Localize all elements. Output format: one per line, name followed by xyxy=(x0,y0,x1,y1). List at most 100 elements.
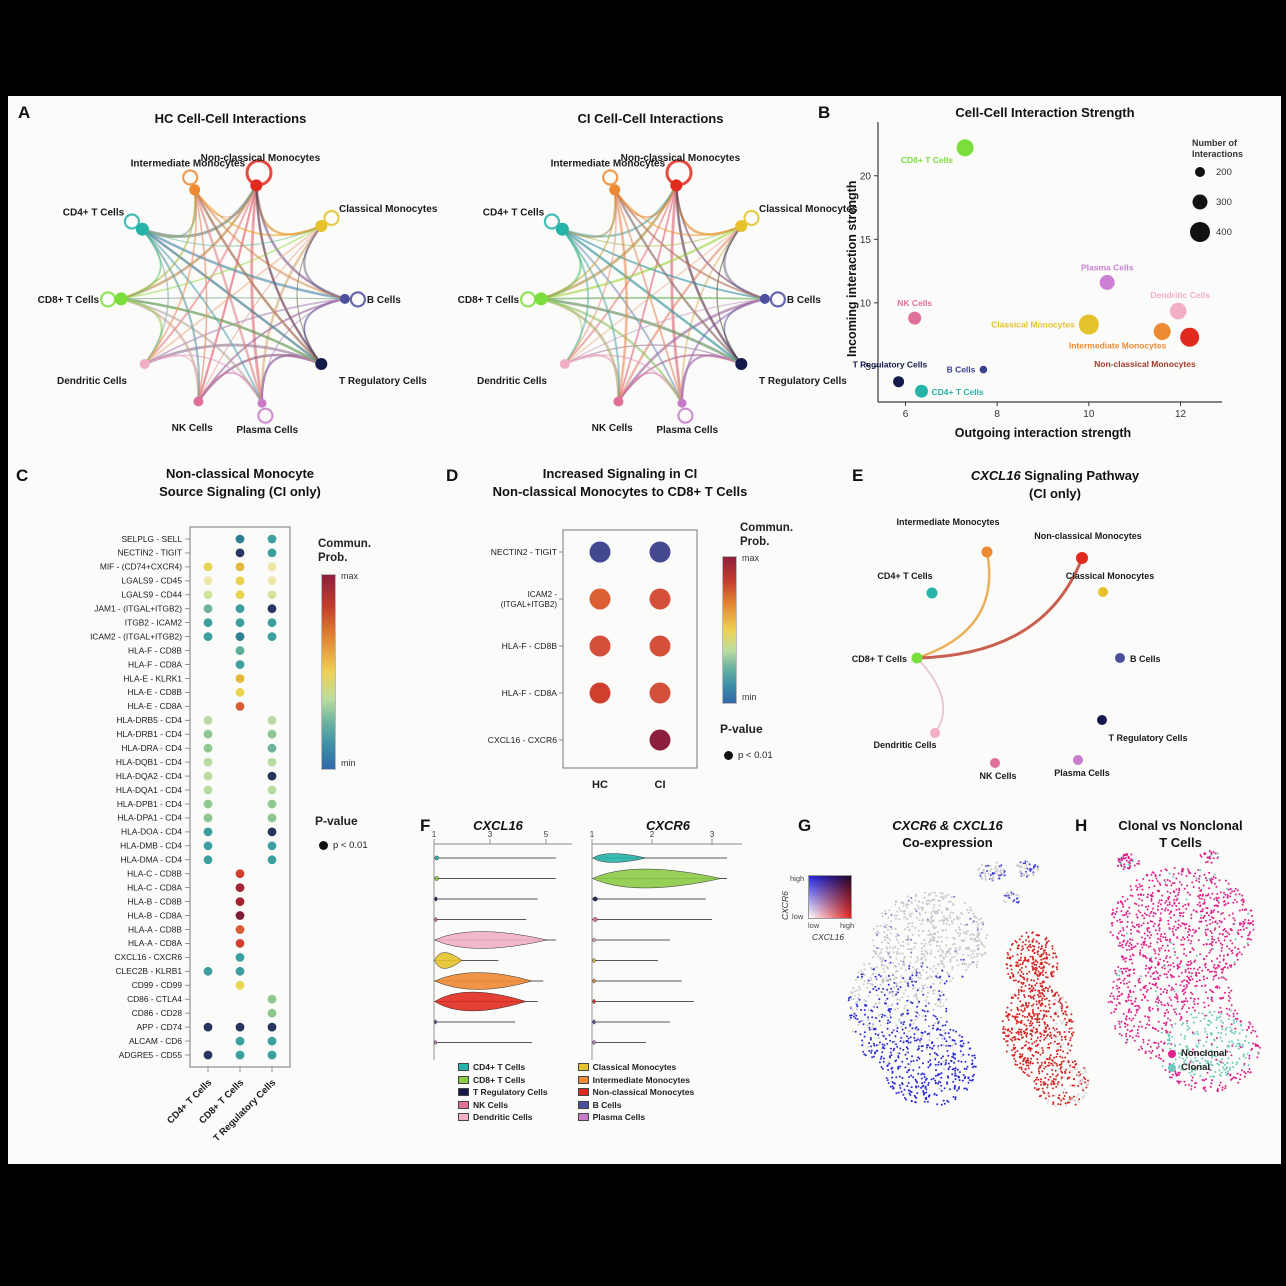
panel-label-a: A xyxy=(18,103,31,122)
chord-node-labels: Non-classical Monocytes Classical Monocyt… xyxy=(458,153,858,436)
svg-label: Plasma Cells xyxy=(1054,768,1110,778)
svg-label: HLA-DRB5 - CD4 xyxy=(116,715,182,725)
c-colorbar-max: max xyxy=(341,571,359,581)
pvalue-dot xyxy=(724,751,733,760)
svg-label: CD4+ T Cells xyxy=(483,208,545,219)
umap-tcell-islands xyxy=(1116,850,1220,871)
panel-label-d: D xyxy=(446,466,459,485)
c-pvalue-key: p < 0.01 xyxy=(319,840,368,851)
svg-label: ADGRE5 - CD55 xyxy=(119,1050,183,1060)
svg-label: Non-classical Monocytes xyxy=(201,153,321,164)
c-colorbar-min: min xyxy=(341,758,356,768)
c-colorbar-title-line1: Commun. xyxy=(318,538,372,550)
legend-column: CD4+ T Cells CD8+ T Cells T Regulatory Cel… xyxy=(458,1062,548,1122)
legend-item: Non-classical Monocytes xyxy=(577,1087,695,1097)
svg-label: 10 xyxy=(860,298,872,309)
svg-label: Non-classical Monocytes xyxy=(621,153,741,164)
svg-label: NK Cells xyxy=(592,423,634,434)
panel-e-subtitle: (CI only) xyxy=(1029,486,1081,501)
legend-swatch xyxy=(577,1075,589,1084)
svg-label: CD8+ T Cells xyxy=(852,654,907,664)
svg-label: Classical Monocytes xyxy=(759,204,858,215)
svg-label: 1 xyxy=(590,830,595,839)
svg-label: LGALS9 - CD45 xyxy=(121,576,182,586)
coexpression-2d-colormap xyxy=(808,875,852,919)
svg-label: HLA-A - CD8B xyxy=(128,924,182,934)
panel-g-title: CXCR6 & CXCL16 xyxy=(892,818,1003,833)
chord-node-labels: Non-classical Monocytes Classical Monocyt… xyxy=(38,153,438,436)
scatter-axes: 6 8 10 12 5 10 15 20 xyxy=(860,122,1222,420)
svg-label: B Cells xyxy=(947,365,976,375)
legend-label: B Cells xyxy=(592,1099,622,1110)
legend-item: Classical Monocytes xyxy=(577,1062,695,1072)
panel-a-ci-title: CI Cell-Cell Interactions xyxy=(577,111,724,126)
svg-label: CD8+ T Cells xyxy=(901,155,953,165)
svg-label: MIF - (CD74+CXCR4) xyxy=(100,562,182,572)
svg-label: HLA-DQB1 - CD4 xyxy=(116,757,182,767)
svg-label: HLA-DPB1 - CD4 xyxy=(117,799,182,809)
panel-d-title-line2: Non-classical Monocytes to CD8+ T Cells xyxy=(492,484,748,499)
svg-label: HLA-B - CD8A xyxy=(128,910,183,920)
scatter-points xyxy=(893,139,1200,398)
panel-b-title: Cell-Cell Interaction Strength xyxy=(955,105,1135,120)
legend-item: NK Cells xyxy=(458,1100,548,1110)
svg-label: ICAM2 - xyxy=(528,590,558,599)
d-colorbar-max: max xyxy=(742,553,760,563)
legend-label: Plasma Cells xyxy=(592,1112,646,1122)
svg-label: Intermediate Monocytes xyxy=(1069,341,1167,351)
cxcl16-violin-title: CXCL16 xyxy=(473,818,523,833)
svg-label: NK Cells xyxy=(979,771,1016,781)
dotplot-column-labels: HC CI xyxy=(592,779,665,791)
legend-label: NK Cells xyxy=(473,1099,508,1110)
panel-b-x-axis-label: Outgoing interaction strength xyxy=(954,426,1132,440)
dotplot-frame xyxy=(562,529,698,769)
d-colorbar-title-line1: Commun. xyxy=(740,522,794,534)
svg-label: HLA-DQA2 - CD4 xyxy=(116,771,182,781)
clonal-dot xyxy=(1168,1063,1176,1072)
svg-label: Dendritic Cells xyxy=(1150,290,1210,300)
svg-label: Non-classical Monocytes xyxy=(1034,531,1142,541)
figure-background xyxy=(8,96,1281,1164)
svg-label: Plasma Cells xyxy=(236,425,298,436)
panel-e-title: CXCL16 Signaling Pathway xyxy=(885,468,1225,484)
svg-label: HLA-DQA1 - CD4 xyxy=(116,785,182,795)
d-colorbar-title-line2: Prob. xyxy=(740,536,770,548)
clonality-legend: Nonclonal Clonal xyxy=(1168,1048,1227,1073)
c-pvalue-title: P-value xyxy=(315,814,358,828)
panel-label-c: C xyxy=(16,466,29,485)
svg-label: CD4+ T Cells xyxy=(63,208,125,219)
legend-item-clonal: Clonal xyxy=(1168,1062,1227,1073)
svg-label: Dendritic Cells xyxy=(873,740,936,750)
svg-label: Dendritic Cells xyxy=(57,376,127,387)
svg-label: 200 xyxy=(1216,167,1232,178)
svg-label: Plasma Cells xyxy=(1081,263,1134,273)
svg-label: Plasma Cells xyxy=(656,425,718,436)
panel-label-h: H xyxy=(1075,816,1088,835)
pathway-edges xyxy=(915,550,1084,734)
svg-label: HLA-B - CD8B xyxy=(128,896,183,906)
svg-label: NK Cells xyxy=(172,423,214,434)
svg-label: Intermediate Monocytes xyxy=(551,158,666,169)
legend-swatch xyxy=(458,1113,469,1121)
chord-nodes xyxy=(534,179,770,408)
legend-label: Non-classical Monocytes xyxy=(592,1087,695,1097)
panel-label-f: F xyxy=(420,816,431,835)
svg-label: 3 xyxy=(710,830,715,839)
source-signaling-dotplot: SELPLG - SELL NECTIN2 - TIGIT MIF - (CD74+… xyxy=(90,526,291,1144)
dotplot-rows: SELPLG - SELL NECTIN2 - TIGIT MIF - (CD74+… xyxy=(90,534,277,1060)
svg-label: HLA-F - CD8B xyxy=(502,641,558,651)
scatter-point-labels: CD8+ T Cells Plasma Cells Dendritic Cells N… xyxy=(853,155,1211,397)
svg-label: 8 xyxy=(994,409,1000,420)
svg-label: 3 xyxy=(488,830,493,839)
hc-chord-diagram: Non-classical Monocytes Classical Monocyt… xyxy=(38,153,438,436)
svg-label: HLA-A - CD8A xyxy=(128,938,182,948)
increased-signaling-dotplot: NECTIN2 - TIGIT ICAM2 -(ITGAL+ITGB2) HLA-F… xyxy=(488,529,698,791)
svg-label: NECTIN2 - TIGIT xyxy=(117,548,182,558)
svg-label: (ITGAL+ITGB2) xyxy=(501,600,558,609)
legend-swatch xyxy=(577,1063,589,1071)
ci-chord-diagram: Non-classical Monocytes Classical Monocyt… xyxy=(458,153,858,436)
svg-label: HLA-E - CD8A xyxy=(128,701,183,711)
svg-label: CD99 - CD99 xyxy=(132,980,183,990)
expression-violin-plots: 1 3 5 1 2 3 xyxy=(432,830,742,1060)
